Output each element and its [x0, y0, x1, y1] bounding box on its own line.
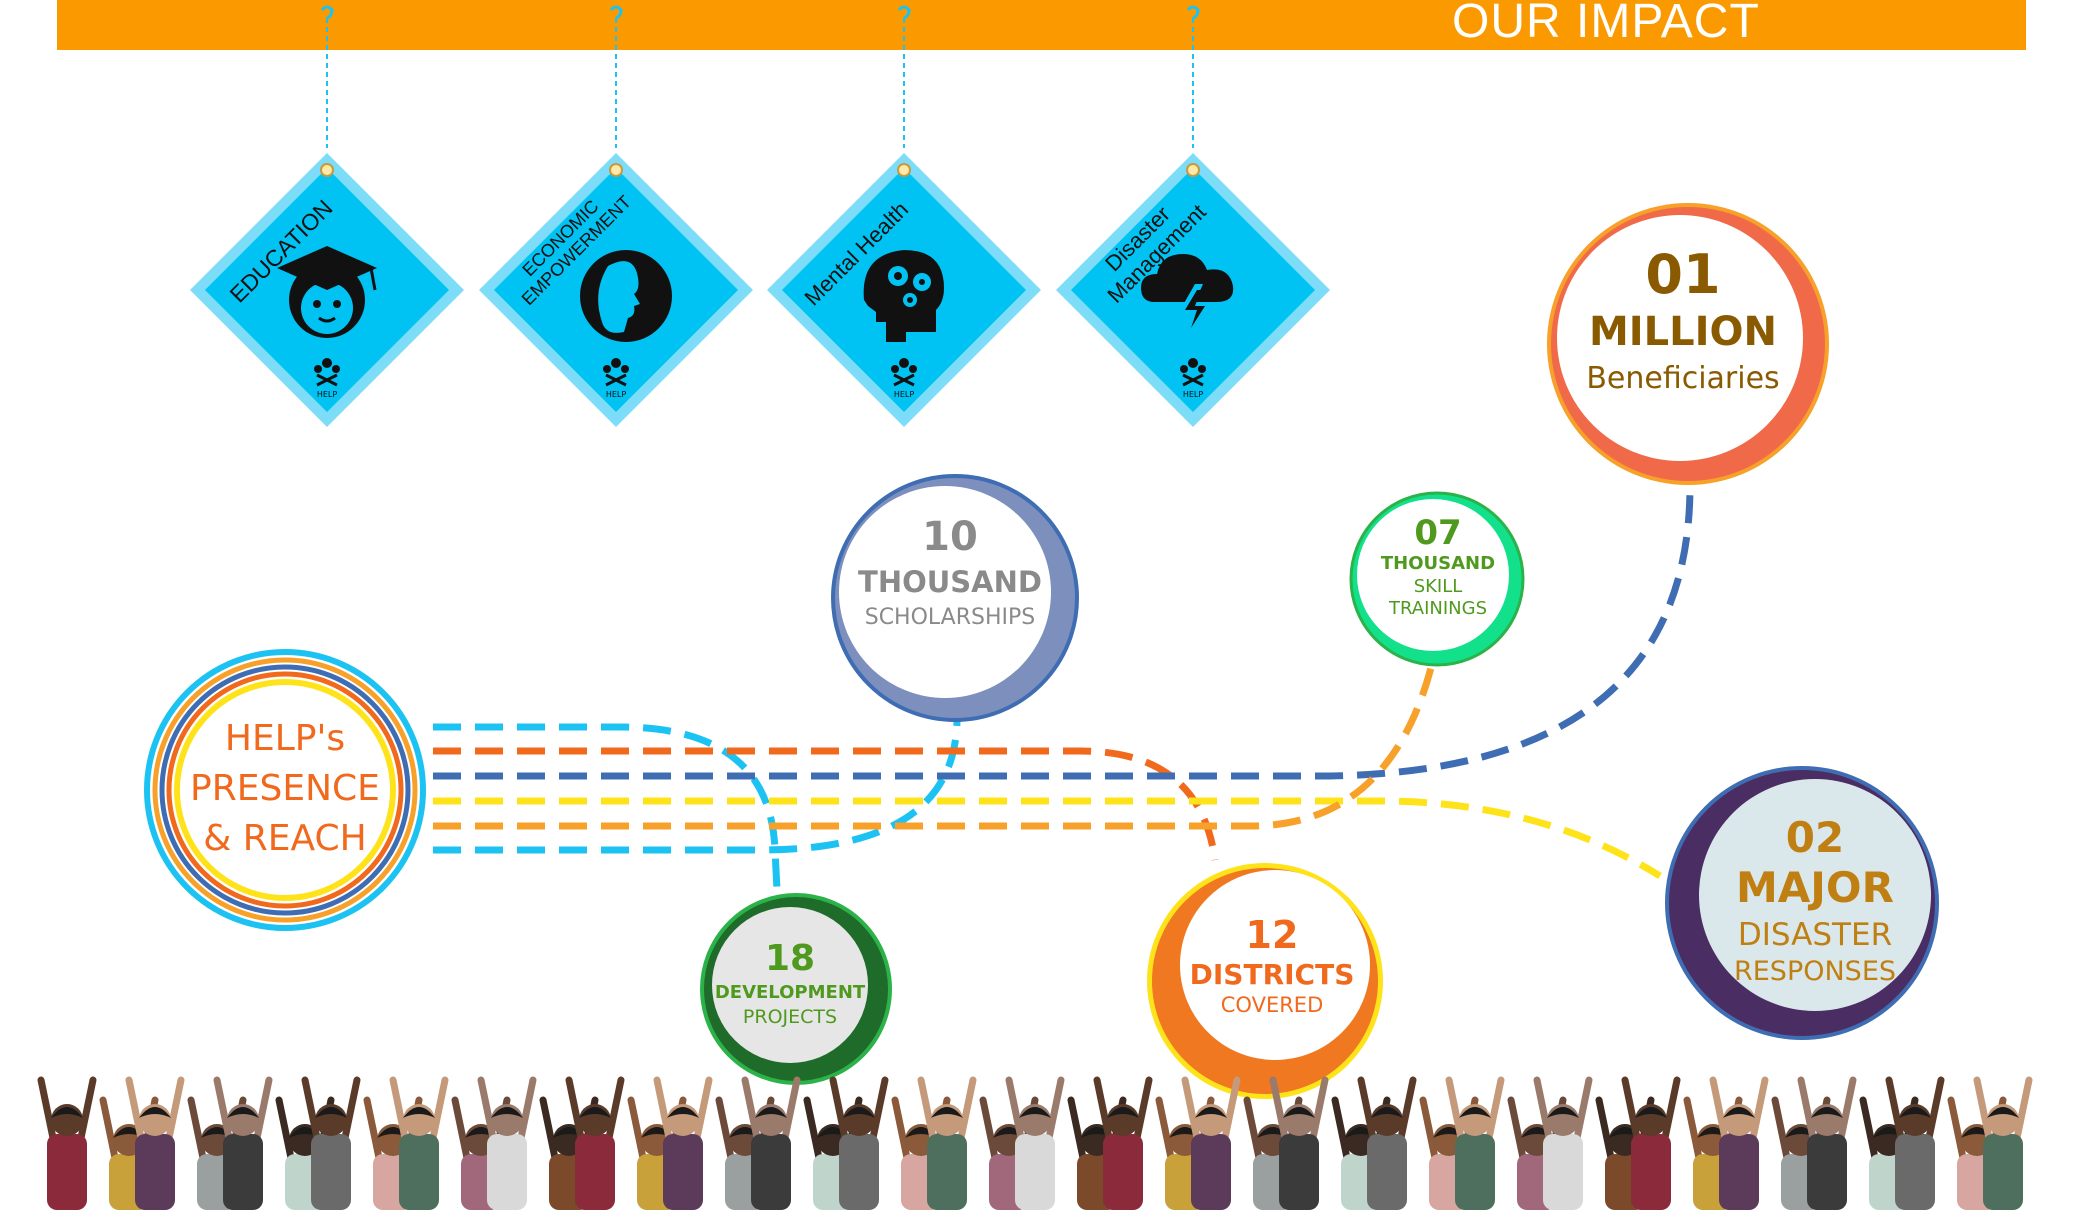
child-figure	[1181, 1076, 1241, 1210]
stat-number: 07	[1414, 513, 1461, 553]
child-figure	[1005, 1076, 1065, 1210]
header-title: OUR IMPACT	[1452, 0, 1760, 48]
child-figure	[1621, 1076, 1681, 1210]
help-logo-icon: HELP	[891, 358, 917, 399]
children-photo-strip	[37, 1076, 2033, 1210]
connector-to-skills	[433, 663, 1436, 830]
stat-label: COVERED	[1221, 993, 1324, 1017]
tag-logo-text: HELP	[606, 390, 627, 399]
tag-logo-text: HELP	[1183, 390, 1204, 399]
stat-label: PROJECTS	[743, 1006, 837, 1028]
stat-unit: DEVELOPMENT	[715, 982, 866, 1003]
stat-label: Beneficiaries	[1586, 361, 1779, 396]
tag-mental-health: Mental Health HELP	[767, 153, 1041, 427]
tag-eyelet	[897, 163, 911, 177]
tag-economic: ECONOMIC EMPOWERMENT HELP	[479, 153, 753, 427]
child-figure	[829, 1076, 889, 1210]
child-figure	[653, 1076, 713, 1210]
connector-lines	[433, 484, 1694, 891]
stat-number: 10	[922, 514, 978, 560]
stat-label: SCHOLARSHIPS	[865, 605, 1036, 630]
stat-number: 18	[765, 938, 815, 979]
head-gears-icon	[863, 250, 944, 342]
graduate-face-icon	[277, 246, 377, 338]
stat-unit: DISTRICTS	[1190, 958, 1355, 991]
stat-number: 12	[1246, 913, 1299, 957]
child-figure	[1533, 1076, 1593, 1210]
woman-profile-icon	[580, 250, 672, 342]
child-figure	[917, 1076, 977, 1210]
child-figure	[741, 1076, 801, 1210]
child-figure	[1797, 1076, 1857, 1210]
storm-cloud-icon	[1141, 254, 1234, 334]
child-figure	[1445, 1076, 1505, 1210]
child-figure	[301, 1076, 361, 1210]
help-logo-icon: HELP	[314, 358, 340, 399]
stat-label-line-1: SKILL	[1414, 576, 1463, 597]
child-figure	[1885, 1076, 1945, 1210]
tag-logo-text: HELP	[894, 390, 915, 399]
child-figure	[389, 1076, 449, 1210]
stat-unit: THOUSAND	[858, 565, 1042, 599]
help-logo-icon: HELP	[603, 358, 629, 399]
child-figure	[477, 1076, 537, 1210]
hub-line-3: & REACH	[203, 818, 366, 859]
stat-number: 02	[1786, 813, 1844, 862]
child-figure	[1357, 1076, 1417, 1210]
stat-number: 01	[1645, 243, 1720, 306]
tag-eyelet	[609, 163, 623, 177]
child-figure	[125, 1076, 185, 1210]
stat-label-line-1: DISASTER	[1738, 917, 1892, 953]
stat-disasters: 02 MAJOR DISASTER RESPONSES	[1665, 766, 1939, 1040]
connector-to-beneficiaries	[433, 484, 1694, 780]
help-logo-icon: HELP	[1180, 358, 1206, 399]
hook-icon	[897, 5, 911, 20]
tag-strings	[326, 18, 1194, 148]
stat-unit: MAJOR	[1736, 863, 1894, 912]
tag-eyelet	[320, 163, 334, 177]
stat-label-line-2: RESPONSES	[1734, 956, 1896, 987]
stat-scholarships: 10 THOUSAND SCHOLARSHIPS	[831, 474, 1079, 722]
stat-beneficiaries: 01 MILLION Beneficiaries	[1547, 203, 1829, 485]
child-figure	[213, 1076, 273, 1210]
stat-unit: THOUSAND	[1381, 553, 1495, 574]
connector-to-projects	[433, 723, 781, 891]
tag-disaster-management: Disaster Management HELP	[1056, 153, 1330, 427]
stat-unit: MILLION	[1589, 309, 1777, 355]
string-hooks	[320, 5, 1200, 20]
child-figure	[1093, 1076, 1153, 1210]
stat-districts: 12 DISTRICTS COVERED	[1147, 863, 1383, 1099]
tag-eyelet	[1186, 163, 1200, 177]
hook-icon	[609, 5, 623, 20]
child-figure	[1709, 1076, 1769, 1210]
header-banner: OUR IMPACT	[57, 0, 2026, 50]
child-figure	[1973, 1076, 2033, 1210]
tag-education: EDUCATION HELP	[190, 153, 464, 427]
child-figure	[1269, 1076, 1329, 1210]
tag-logo-text: HELP	[317, 390, 338, 399]
child-figure	[37, 1076, 97, 1210]
hub-line-1: HELP's	[225, 718, 345, 759]
stat-projects: 18 DEVELOPMENT PROJECTS	[700, 893, 892, 1085]
stat-label-line-2: TRAININGS	[1388, 598, 1487, 619]
connector-to-disasters	[433, 797, 1662, 879]
hook-icon	[1186, 5, 1200, 20]
stat-skills: 07 THOUSAND SKILL TRAININGS	[1349, 491, 1525, 667]
hub-line-2: PRESENCE	[190, 768, 380, 809]
child-figure	[565, 1076, 625, 1210]
hub-circle: HELP's PRESENCE & REACH	[144, 649, 426, 931]
hook-icon	[320, 5, 334, 20]
